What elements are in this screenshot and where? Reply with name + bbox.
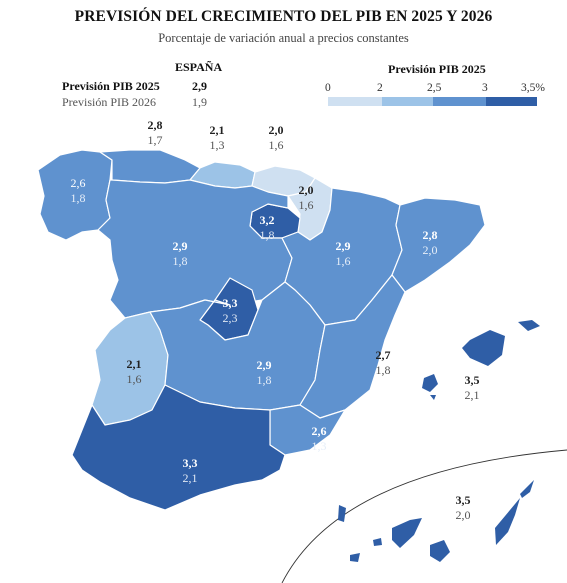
national-value-2026: 1,9 xyxy=(192,95,207,109)
island-mallorca xyxy=(462,330,505,366)
region-andalucia[interactable] xyxy=(71,384,286,511)
national-heading: ESPAÑA xyxy=(175,60,223,74)
legend-tick-0: 0 xyxy=(325,82,331,94)
label-murcia: 2,6 1,3 xyxy=(311,424,327,453)
national-row-2025: Previsión PIB 2025 2,9 xyxy=(62,79,216,94)
label-navarra: 2,0 1,6 xyxy=(298,183,314,212)
label-andalucia: 3,3 2,1 xyxy=(182,456,198,485)
legend-swatch-1 xyxy=(382,97,433,106)
island-formentera xyxy=(430,395,436,400)
national-label-2026: Previsión PIB 2026 xyxy=(62,95,157,109)
legend-swatch-3 xyxy=(486,97,537,106)
island-gran-canaria xyxy=(430,540,450,562)
region-baleares[interactable] xyxy=(422,320,540,400)
legend-tick-2: 2,5 xyxy=(427,82,442,94)
national-row-2026: Previsión PIB 2026 1,9 xyxy=(62,95,216,110)
legend-tick-1: 2 xyxy=(377,82,383,94)
label-valencia: 2,7 1,8 xyxy=(375,348,391,377)
legend-tick-3: 3 xyxy=(482,82,488,94)
legend-title: Previsión PIB 2025 xyxy=(388,62,486,76)
label-madrid: 3,3 2,3 xyxy=(222,296,238,325)
island-ibiza xyxy=(422,374,438,392)
label-baleares: 3,5 2,1 xyxy=(464,373,480,402)
legend-swatch-2 xyxy=(433,97,486,106)
label-asturias: 2,8 1,7 xyxy=(147,118,163,147)
canarias-inset-frame xyxy=(281,449,567,583)
label-galicia: 2,6 1,8 xyxy=(70,176,86,205)
island-la-gomera xyxy=(373,538,382,546)
label-la-rioja: 3,2 1,8 xyxy=(259,213,275,242)
label-cataluna: 2,8 2,0 xyxy=(422,228,438,257)
national-label-2025: Previsión PIB 2025 xyxy=(62,79,160,93)
label-castilla-leon: 2,9 1,8 xyxy=(172,239,188,268)
label-cantabria: 2,1 1,3 xyxy=(209,123,225,152)
label-pais-vasco: 2,0 1,6 xyxy=(268,123,284,152)
legend-swatch-0 xyxy=(328,97,382,106)
island-tenerife xyxy=(392,518,422,548)
region-canarias[interactable] xyxy=(338,480,534,562)
island-menorca xyxy=(518,320,540,331)
island-la-palma xyxy=(338,505,346,522)
label-canarias: 3,5 2,0 xyxy=(455,493,471,522)
label-aragon: 2,9 1,6 xyxy=(335,239,351,268)
island-fuerteventura xyxy=(495,498,520,545)
chart-title: PREVISIÓN DEL CRECIMIENTO DEL PIB EN 202… xyxy=(74,8,493,25)
region-cataluna[interactable] xyxy=(391,197,486,293)
chart-subtitle: Porcentaje de variación anual a precios … xyxy=(158,31,409,45)
legend-tick-4: 3,5% xyxy=(521,82,545,94)
national-value-2025: 2,9 xyxy=(192,79,207,93)
island-lanzarote xyxy=(520,480,534,498)
region-asturias[interactable] xyxy=(99,149,201,184)
island-el-hierro xyxy=(350,553,360,562)
label-castilla-la-mancha: 2,9 1,8 xyxy=(256,358,272,387)
label-extremadura: 2,1 1,6 xyxy=(126,357,142,386)
region-valencia[interactable] xyxy=(299,274,406,419)
